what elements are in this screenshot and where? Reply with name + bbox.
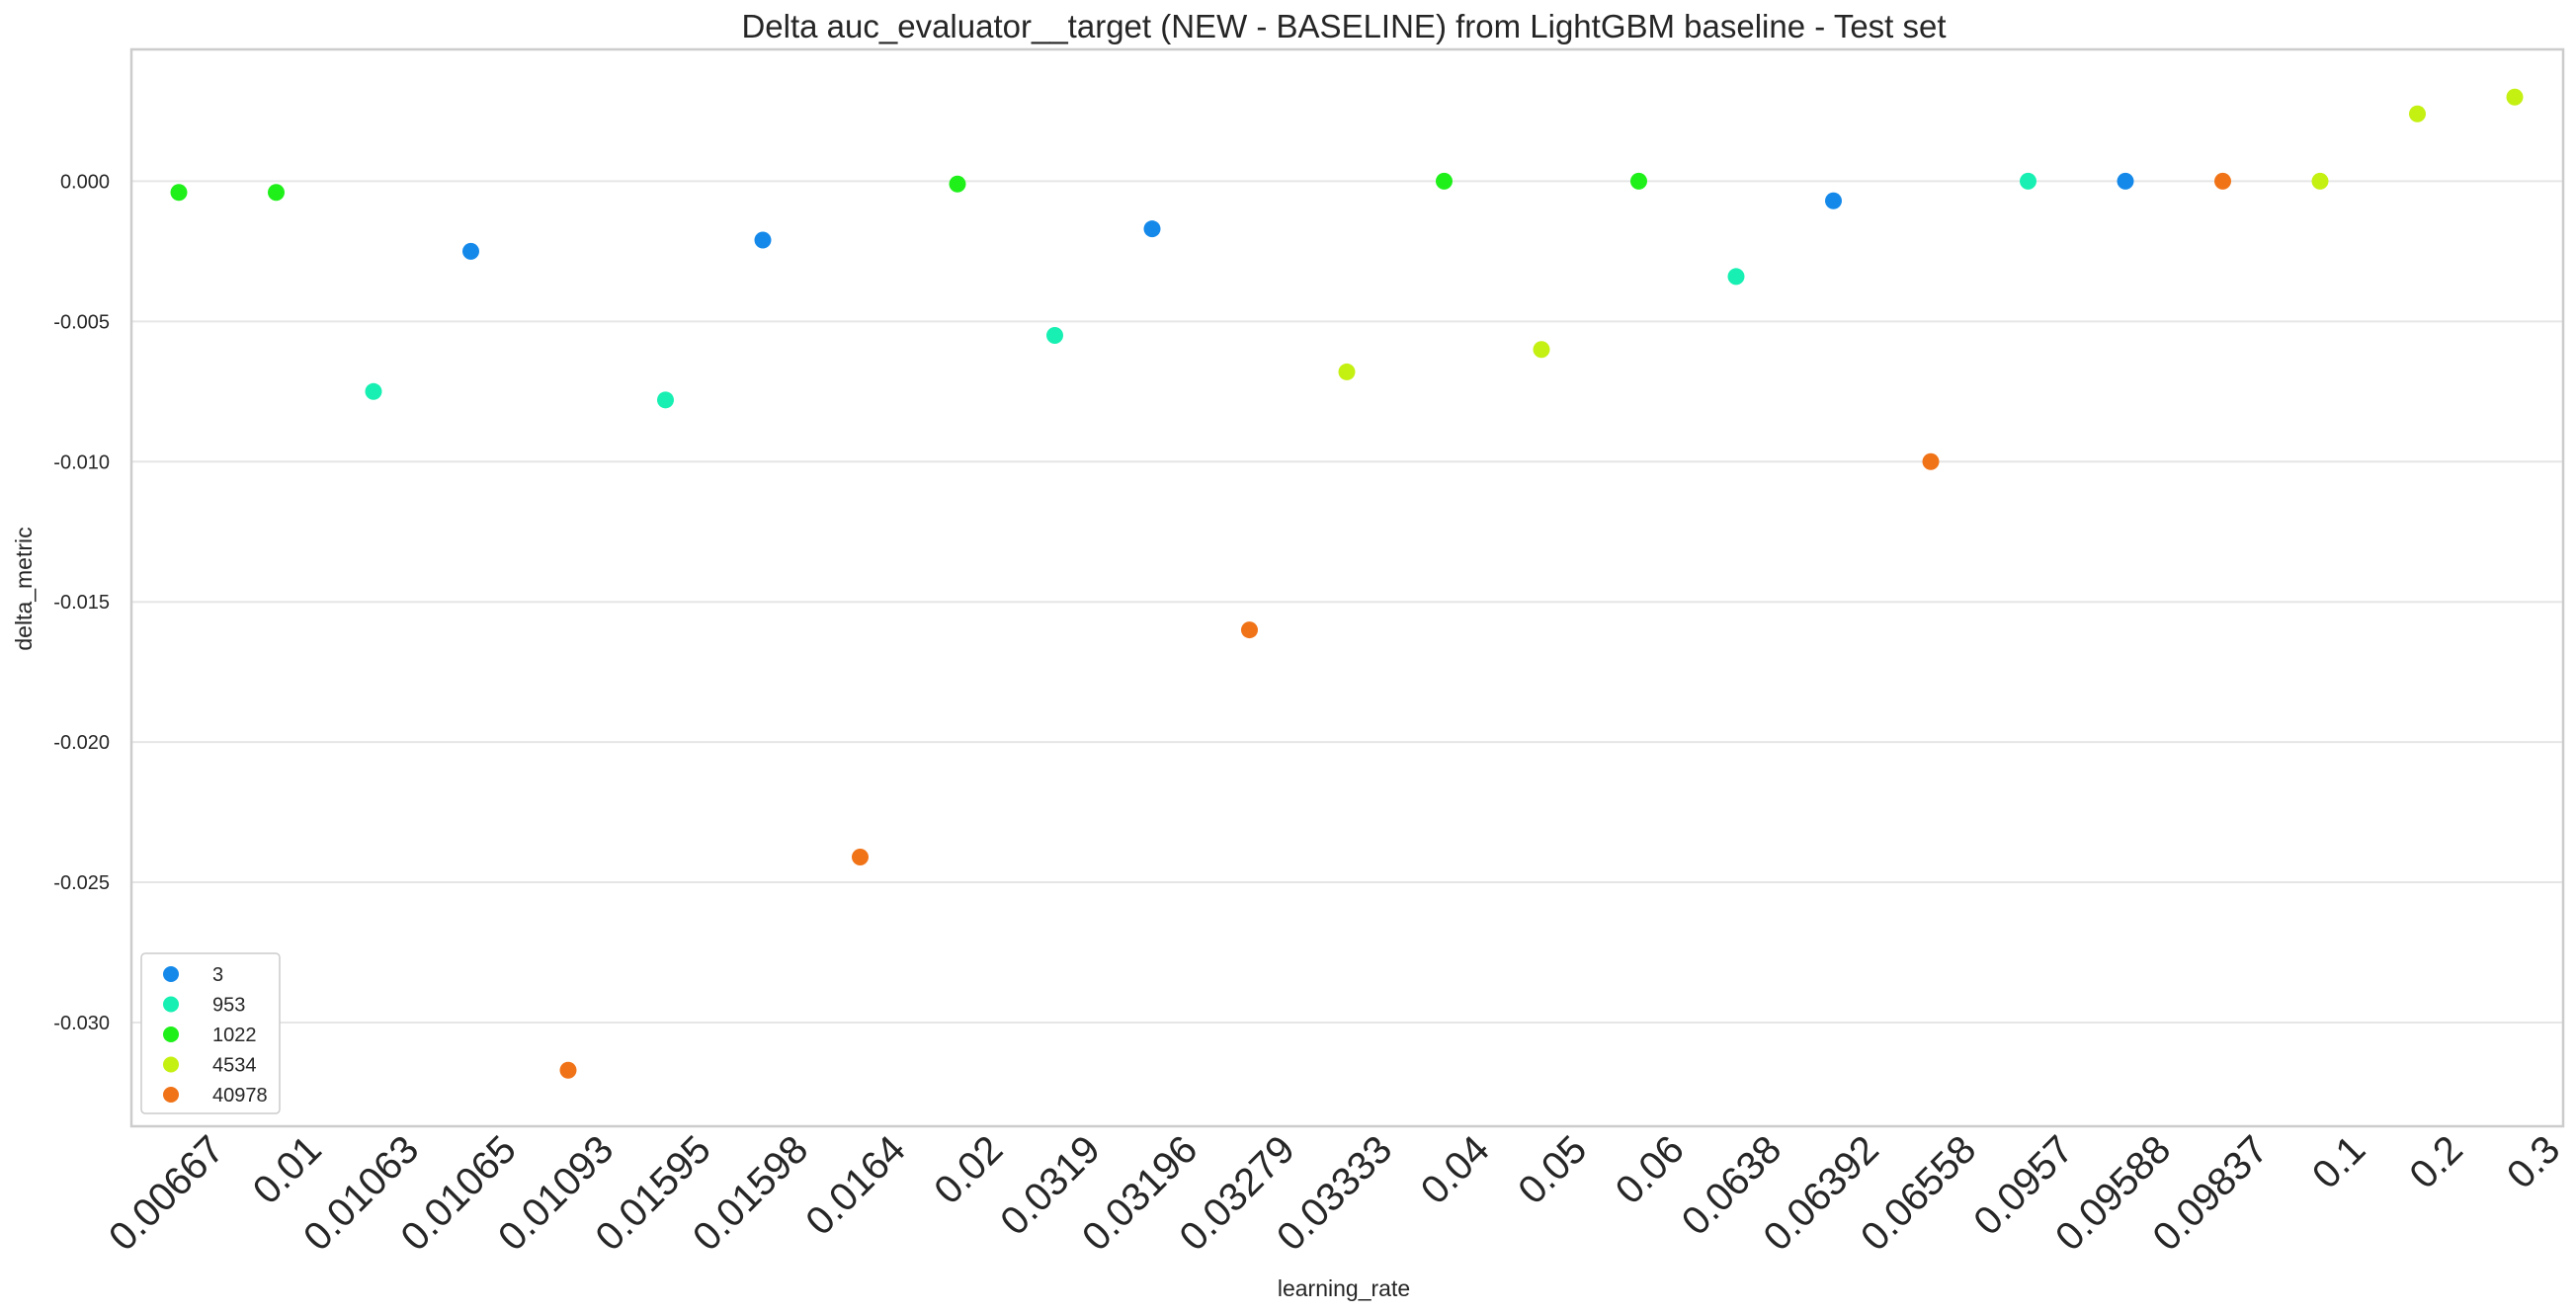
x-tick-label: 0.04 <box>1413 1127 1498 1212</box>
gridlines <box>131 180 2563 1024</box>
legend-label: 1022 <box>212 1025 257 1046</box>
chart-title: Delta auc_evaluator__target (NEW - BASEL… <box>741 8 1946 44</box>
x-tick-label: 0.1 <box>2304 1127 2373 1196</box>
data-point-1022 <box>1630 172 1647 190</box>
data-point-1022 <box>170 184 188 202</box>
y-tick-label: -0.020 <box>53 732 110 754</box>
plot-frame <box>129 47 2565 1128</box>
legend-marker <box>163 1087 179 1103</box>
legend-label: 4534 <box>212 1055 257 1077</box>
data-point-1022 <box>268 184 285 202</box>
x-tick-label: 0.01 <box>245 1127 330 1212</box>
data-point-3 <box>462 242 479 260</box>
legend-label: 3 <box>212 964 223 986</box>
y-axis-ticks: 0.000 -0.005 -0.010 -0.015 -0.020 -0.025 -0.03… <box>53 171 110 1034</box>
data-point-1022 <box>1436 172 1453 190</box>
x-axis-label: learning_rate <box>1278 1275 1410 1301</box>
legend-frame <box>140 952 281 1114</box>
y-tick-label: -0.025 <box>53 872 110 894</box>
y-tick-label: -0.030 <box>53 1013 110 1034</box>
legend: 3 953 1022 4534 40978 <box>140 952 281 1114</box>
legend-marker <box>163 1056 179 1073</box>
data-point-40978 <box>559 1061 577 1079</box>
data-point-4534 <box>2311 172 2329 190</box>
x-tick-label: 0.02 <box>926 1127 1011 1212</box>
data-point-4534 <box>1533 341 1550 359</box>
data-point-3 <box>1825 192 1842 209</box>
data-point-953 <box>1046 327 1063 345</box>
data-point-953 <box>1727 268 1745 286</box>
y-tick-label: -0.005 <box>53 311 110 333</box>
data-point-953 <box>657 391 674 409</box>
data-point-953 <box>2020 172 2036 190</box>
legend-marker <box>163 996 179 1013</box>
data-point-3 <box>1143 220 1161 238</box>
legend-label: 953 <box>212 995 245 1017</box>
x-tick-label: 0.05 <box>1510 1127 1595 1212</box>
data-points <box>170 88 2524 1079</box>
data-point-1022 <box>949 175 966 193</box>
data-point-4534 <box>2409 105 2426 123</box>
legend-marker <box>163 1026 179 1042</box>
x-tick-label: 0.2 <box>2401 1127 2470 1196</box>
data-point-3 <box>754 231 772 249</box>
x-tick-label: 0.06 <box>1608 1127 1693 1212</box>
data-point-4534 <box>2506 88 2524 106</box>
data-point-40978 <box>2214 172 2231 190</box>
legend-label: 40978 <box>212 1085 268 1107</box>
data-point-40978 <box>1241 621 1258 639</box>
y-tick-label: 0.000 <box>60 171 110 193</box>
data-point-3 <box>2117 172 2134 190</box>
data-point-953 <box>365 382 382 400</box>
legend-marker <box>163 966 179 982</box>
y-tick-label: -0.015 <box>53 592 110 614</box>
y-tick-label: -0.010 <box>53 451 110 473</box>
data-point-4534 <box>1338 363 1356 380</box>
x-tick-label: 0.3 <box>2499 1127 2568 1196</box>
data-point-40978 <box>852 849 869 865</box>
y-axis-label: delta_metric <box>11 527 37 650</box>
data-point-40978 <box>1922 452 1940 470</box>
x-axis-ticks: 0.00667 0.010.010630.010650.010930.015950… <box>101 1127 2568 1259</box>
x-tick-label: 0.0164 <box>797 1127 914 1244</box>
x-tick-label: 0.00667 <box>101 1127 232 1259</box>
